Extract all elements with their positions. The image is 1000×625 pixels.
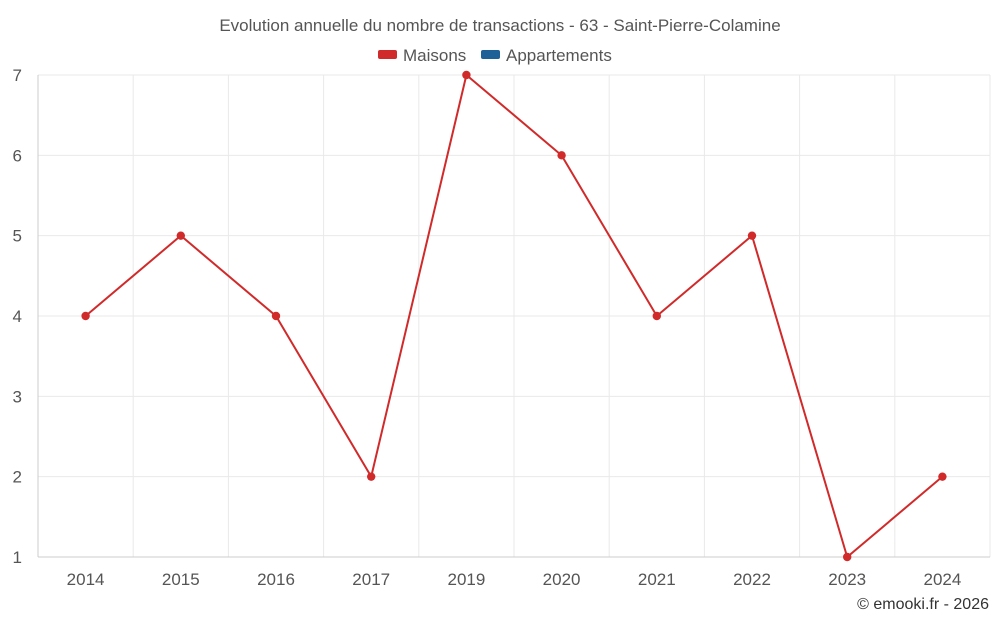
y-tick-label: 3 xyxy=(13,387,22,406)
data-point[interactable] xyxy=(367,472,376,481)
x-tick-label: 2020 xyxy=(543,570,581,589)
y-tick-label: 2 xyxy=(13,468,22,487)
x-tick-label: 2014 xyxy=(67,570,105,589)
data-point[interactable] xyxy=(462,70,471,80)
legend-item-maisons[interactable]: Maisons xyxy=(378,46,466,65)
legend-label-maisons: Maisons xyxy=(403,46,466,65)
y-tick-label: 1 xyxy=(13,548,22,567)
x-tick-label: 2021 xyxy=(638,570,676,589)
grid xyxy=(37,74,991,557)
credit-text: © emooki.fr - 2026 xyxy=(857,596,989,613)
data-point[interactable] xyxy=(557,151,566,160)
legend-swatch-appartements xyxy=(481,50,500,59)
x-tick-label: 2022 xyxy=(733,570,771,589)
chart-title: Evolution annuelle du nombre de transact… xyxy=(219,16,780,35)
x-tick-label: 2017 xyxy=(352,570,390,589)
data-point[interactable] xyxy=(843,552,852,562)
legend-label-appartements: Appartements xyxy=(506,46,612,65)
x-tick-label: 2024 xyxy=(923,570,961,589)
data-point[interactable] xyxy=(652,311,661,321)
data-point[interactable] xyxy=(747,231,757,240)
x-tick-label: 2015 xyxy=(162,570,200,589)
y-tick-label: 7 xyxy=(13,66,22,85)
data-point[interactable] xyxy=(176,231,185,240)
x-tick-label: 2023 xyxy=(828,570,866,589)
legend-swatch-maisons xyxy=(378,50,397,59)
data-point[interactable] xyxy=(81,311,90,321)
data-point[interactable] xyxy=(938,472,947,481)
legend-item-appartements[interactable]: Appartements xyxy=(481,46,612,65)
series-maisons xyxy=(81,70,947,562)
series-line-maisons xyxy=(84,74,944,558)
axes: 1 2 3 4 5 6 7 2014 2015 2016 2017 2019 2020 2021 2022 2… xyxy=(13,66,990,589)
data-point[interactable] xyxy=(271,311,281,321)
x-tick-label: 2019 xyxy=(447,570,485,589)
legend: Maisons Appartements xyxy=(378,46,612,65)
y-tick-label: 5 xyxy=(13,227,22,246)
y-tick-label: 6 xyxy=(13,146,22,165)
y-tick-label: 4 xyxy=(13,307,22,326)
x-tick-label: 2016 xyxy=(257,570,295,589)
